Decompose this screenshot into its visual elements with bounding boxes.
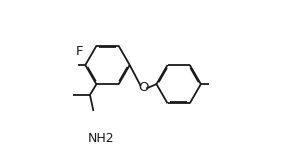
Text: NH2: NH2 — [88, 132, 115, 145]
Text: F: F — [76, 45, 83, 58]
Text: O: O — [138, 81, 149, 94]
